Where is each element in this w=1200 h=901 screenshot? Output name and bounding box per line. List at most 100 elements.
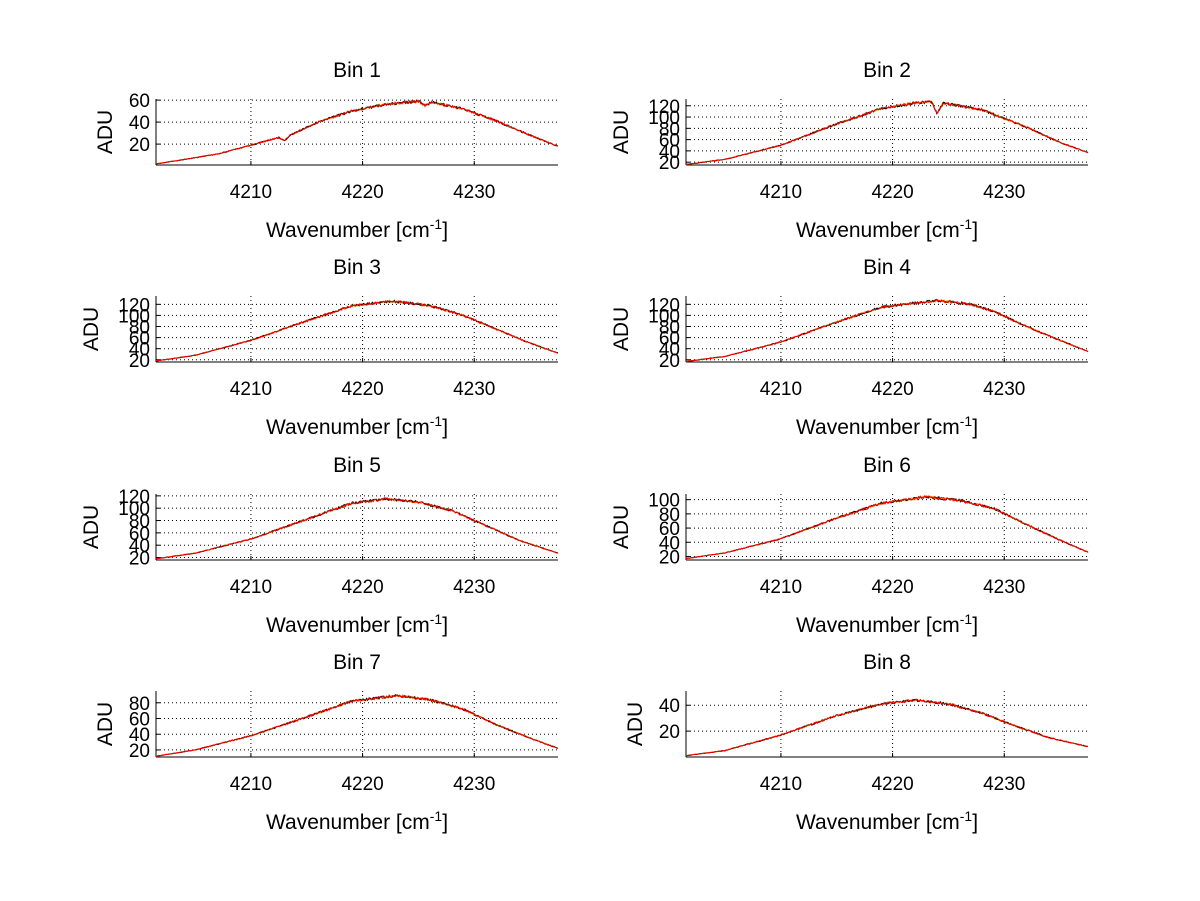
subplot-title: Bin 8	[863, 651, 911, 674]
y-tick-label: 40	[129, 340, 150, 361]
x-axis-label: Wavenumber [cm-1]	[796, 216, 978, 242]
x-tick-label: 4210	[230, 182, 272, 203]
y-axis-label: ADU	[94, 110, 117, 154]
y-tick-label: 100	[648, 108, 680, 129]
x-tick-label: 4230	[983, 577, 1025, 598]
x-tick-label: 4230	[983, 774, 1025, 795]
y-tick-label: 60	[129, 524, 150, 545]
series-a-line	[685, 100, 1089, 166]
x-tick-label: 4230	[453, 379, 495, 400]
series-a-line	[685, 298, 1089, 363]
subplot-title: Bin 4	[863, 256, 911, 279]
x-tick-label: 4230	[453, 182, 495, 203]
y-tick-label: 20	[659, 547, 680, 568]
series-a-line	[155, 497, 559, 560]
subplot-8: Bin 8 4210 4220 4230 20 40 Wavenumber [cm-1] AD…	[624, 651, 1089, 834]
y-tick-label: 40	[659, 340, 680, 361]
x-tick-label: 4210	[230, 774, 272, 795]
y-axis-label: ADU	[94, 702, 117, 746]
y-tick-label: 80	[129, 318, 150, 339]
x-axis-label-superscript: -1	[960, 413, 973, 429]
y-tick-label: 60	[659, 519, 680, 540]
y-axis-label: ADU	[80, 307, 103, 351]
x-tick-label: 4220	[341, 577, 383, 598]
y-tick-label: 40	[129, 113, 150, 134]
x-tick-label: 4210	[230, 577, 272, 598]
y-tick-label: 40	[659, 696, 680, 717]
y-tick-label: 80	[659, 505, 680, 526]
y-tick-label: 80	[129, 694, 150, 715]
y-axis-label: ADU	[80, 505, 103, 549]
y-tick-label: 20	[659, 351, 680, 372]
x-axis-label: Wavenumber [cm-1]	[266, 413, 448, 439]
y-tick-label: 20	[129, 741, 150, 762]
subplot-title: Bin 1	[333, 59, 381, 82]
y-tick-label: 20	[659, 722, 680, 743]
y-tick-label: 60	[129, 329, 150, 350]
y-tick-label: 120	[648, 97, 680, 118]
x-tick-label: 4220	[871, 577, 913, 598]
y-tick-label: 80	[129, 512, 150, 533]
y-tick-label: 40	[129, 725, 150, 746]
y-axis-label: ADU	[624, 702, 647, 746]
x-tick-label: 4220	[341, 774, 383, 795]
subplot-title: Bin 7	[333, 651, 381, 674]
y-axis-label: ADU	[610, 307, 633, 351]
y-tick-label: 40	[129, 536, 150, 557]
y-tick-label: 60	[129, 91, 150, 112]
series-a-line	[155, 693, 559, 757]
series-a-line	[685, 698, 1089, 757]
x-axis-label: Wavenumber [cm-1]	[266, 216, 448, 242]
y-tick-label: 20	[129, 135, 150, 156]
subplot-title: Bin 2	[863, 59, 911, 82]
y-tick-label: 100	[648, 306, 680, 327]
y-tick-label: 40	[659, 533, 680, 554]
x-axis-label-superscript: -1	[430, 611, 443, 627]
y-tick-label: 20	[129, 549, 150, 570]
x-tick-label: 4220	[871, 774, 913, 795]
x-tick-label: 4210	[760, 379, 802, 400]
y-tick-label: 60	[659, 131, 680, 152]
x-axis-label-superscript: -1	[960, 808, 973, 824]
x-tick-label: 4230	[453, 774, 495, 795]
y-tick-label: 100	[118, 499, 150, 520]
y-tick-label: 40	[659, 142, 680, 163]
x-axis-label: Wavenumber [cm-1]	[796, 808, 978, 834]
y-tick-label: 80	[659, 318, 680, 339]
y-tick-label: 120	[118, 487, 150, 508]
x-axis-label-superscript: -1	[960, 216, 973, 232]
y-tick-label: 120	[118, 295, 150, 316]
x-axis-label-superscript: -1	[430, 216, 443, 232]
y-tick-label: 100	[118, 306, 150, 327]
y-tick-label: 60	[129, 710, 150, 731]
subplot-title: Bin 5	[333, 454, 381, 477]
y-tick-label: 100	[648, 491, 680, 512]
y-tick-label: 20	[129, 351, 150, 372]
x-tick-label: 4210	[230, 379, 272, 400]
x-tick-label: 4230	[453, 577, 495, 598]
x-axis-label: Wavenumber [cm-1]	[266, 808, 448, 834]
series-b-line	[155, 99, 559, 165]
y-axis-label: ADU	[610, 505, 633, 549]
x-tick-label: 4220	[341, 379, 383, 400]
series-a-line	[685, 495, 1089, 560]
x-tick-label: 4220	[871, 182, 913, 203]
x-tick-label: 4210	[760, 577, 802, 598]
x-tick-label: 4210	[760, 182, 802, 203]
series-a-line	[155, 99, 559, 165]
x-tick-label: 4220	[341, 182, 383, 203]
x-axis-label: Wavenumber [cm-1]	[796, 413, 978, 439]
x-tick-label: 4210	[760, 774, 802, 795]
x-axis-label: Wavenumber [cm-1]	[796, 611, 978, 637]
x-tick-label: 4230	[983, 379, 1025, 400]
y-axis-label: ADU	[610, 110, 633, 154]
